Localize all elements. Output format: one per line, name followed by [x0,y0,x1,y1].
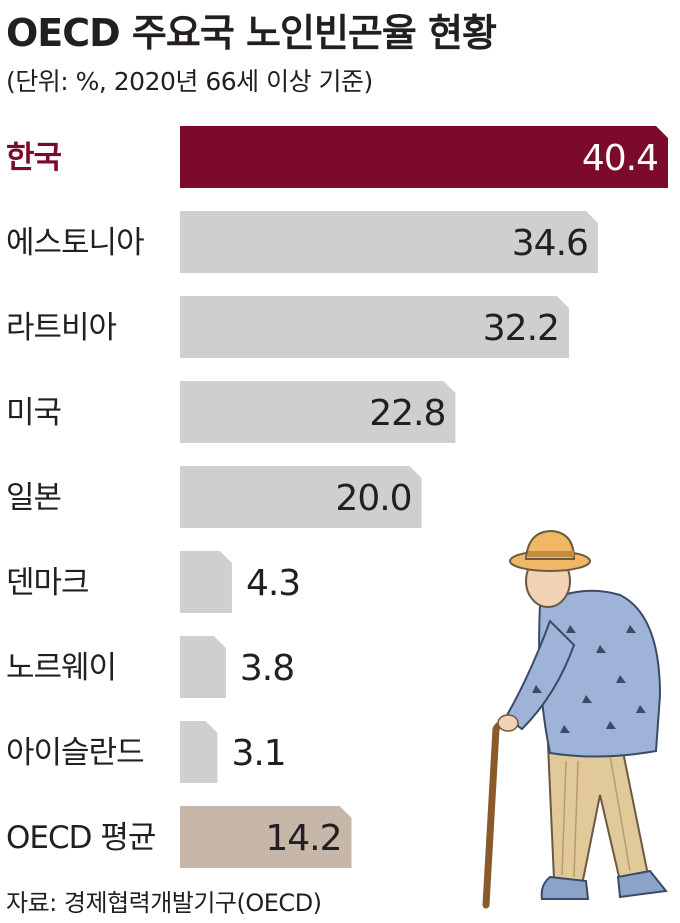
chart-title: OECD 주요국 노인빈곤율 현황 [6,11,497,55]
bar-chart: 한국 40.4 에스토니아 34.6 라트비아 32.2 미국 22.8 일본 20.0 덴마크 4.… [6,126,668,868]
category-label: 미국 [6,395,61,431]
source-note: 자료: 경제협력개발기구(OECD) [6,889,322,917]
bar [180,296,569,358]
bar [180,551,232,613]
chart-subtitle: (단위: %, 2020년 66세 이상 기준) [6,67,373,96]
category-label: 에스토니아 [6,225,144,261]
value-label: 4.3 [246,563,300,604]
value-label: 22.8 [369,393,445,434]
value-label: 14.2 [265,818,341,859]
bar [180,381,456,443]
category-label: 아이슬란드 [6,735,144,771]
category-label: OECD 평균 [6,820,155,856]
category-label: 일본 [6,480,61,516]
bar [180,636,226,698]
value-label: 34.6 [512,223,588,264]
value-label: 20.0 [335,478,411,519]
category-label: 덴마크 [6,565,89,601]
left-shoe [540,875,590,900]
value-label: 3.1 [231,733,285,774]
bar [180,721,218,783]
bar [180,466,422,528]
category-label: 노르웨이 [6,650,116,686]
bar [180,126,668,188]
elderly-man-with-cane-illustration [482,529,668,909]
category-label: 라트비아 [6,310,117,346]
bar [180,211,598,273]
category-label: 한국 [6,140,62,176]
hand [497,714,519,732]
value-label: 32.2 [483,308,559,349]
cane [482,720,514,909]
arm [504,619,576,731]
right-shoe [616,869,668,899]
value-label: 40.4 [582,138,658,179]
bar [180,806,352,868]
value-label: 3.8 [240,648,294,689]
